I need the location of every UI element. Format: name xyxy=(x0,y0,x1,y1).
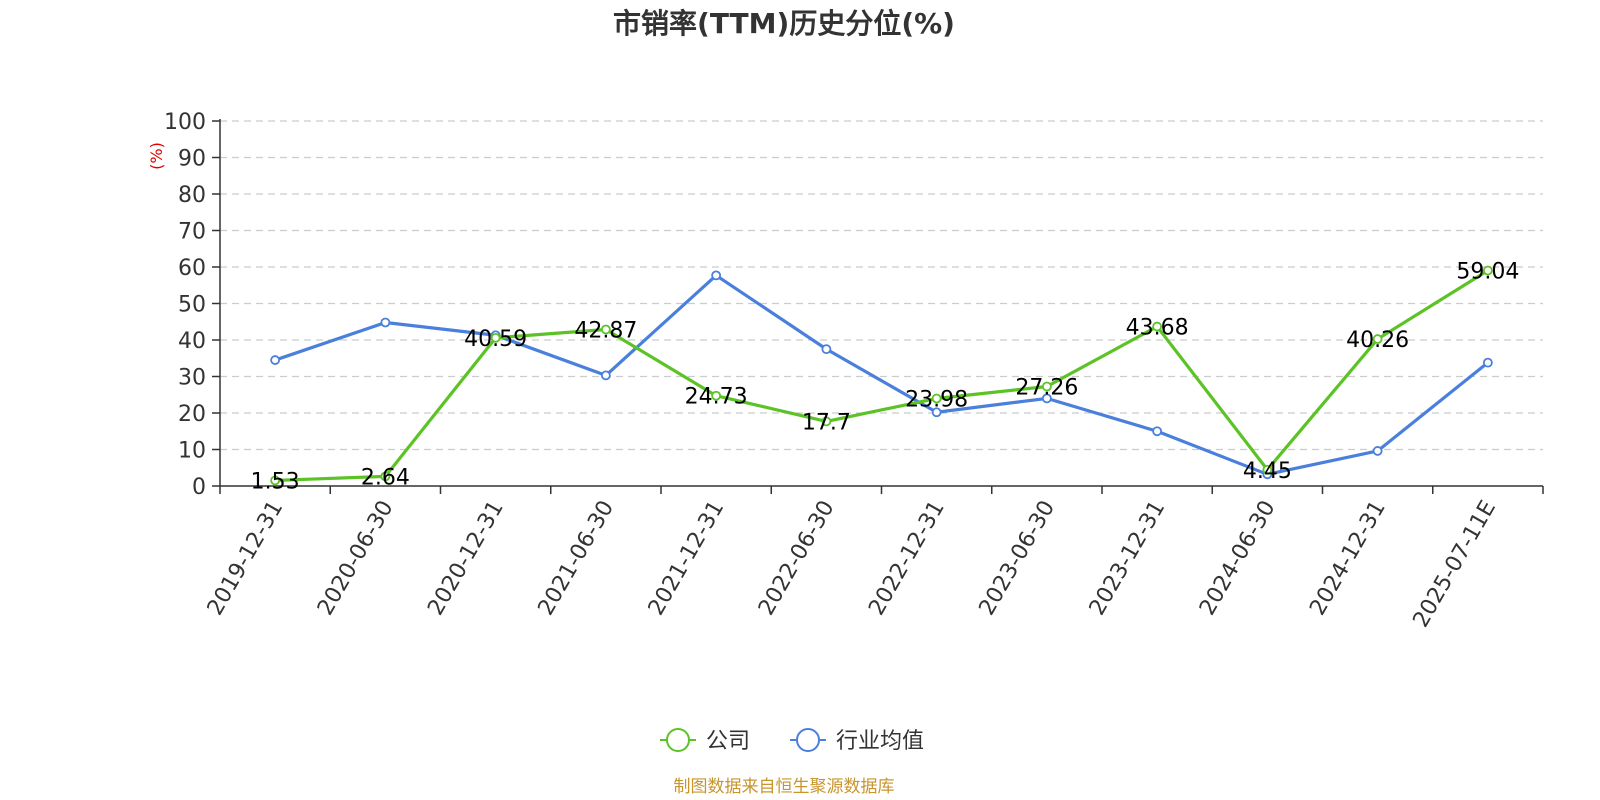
legend-marker-0 xyxy=(666,728,690,752)
grid-lines xyxy=(220,120,1543,451)
x-tick-label: 2020-12-31 xyxy=(423,497,509,620)
data-point xyxy=(270,355,281,365)
data-label: 4.45 xyxy=(1243,459,1292,484)
legend-marker-1 xyxy=(796,728,820,752)
data-point xyxy=(1152,426,1163,437)
data-point xyxy=(711,270,722,281)
data-label: 42.87 xyxy=(574,319,637,344)
legend-label-1: 行业均值 xyxy=(836,729,924,754)
y-tick-label: 30 xyxy=(178,366,206,391)
data-point xyxy=(490,332,501,343)
data-point xyxy=(1482,265,1493,276)
data-label: 2.64 xyxy=(361,465,410,490)
data-point xyxy=(931,393,942,404)
data-point xyxy=(600,370,611,381)
data-point xyxy=(600,324,611,335)
data-point xyxy=(1041,393,1052,404)
data-label: 27.26 xyxy=(1015,376,1078,401)
axes xyxy=(212,119,1544,494)
data-point xyxy=(931,407,942,418)
data-label: 17.7 xyxy=(802,410,851,435)
y-tick-label: 10 xyxy=(178,439,206,464)
data-point xyxy=(711,390,722,401)
data-label: 43.68 xyxy=(1126,316,1189,341)
y-tick-labels: 0 10 20 30 40 50 60 70 80 90 100 xyxy=(164,110,206,500)
x-tick-label: 2020-06-30 xyxy=(313,497,399,620)
y-tick-label: 100 xyxy=(164,110,206,135)
data-point xyxy=(1152,321,1163,332)
y-tick-label: 70 xyxy=(178,220,206,245)
series-layer xyxy=(270,265,1493,486)
y-axis-label: (%) xyxy=(147,142,166,170)
data-point xyxy=(1372,334,1383,344)
x-tick-label: 2025-07-11E xyxy=(1409,497,1502,632)
data-point xyxy=(380,471,391,482)
data-labels: 1.53 2.64 40.59 42.87 24.73 17.7 23.98 27.26 43.… xyxy=(251,260,1520,495)
data-point xyxy=(821,416,832,427)
data-point xyxy=(1041,381,1052,392)
x-tick-labels: 2019-12-31 2020-06-30 2020-12-31 2021-06-30… xyxy=(203,497,1501,632)
x-tick-label: 2023-06-30 xyxy=(974,497,1060,620)
source-note: 制图数据来自恒生聚源数据库 xyxy=(674,777,895,797)
data-point xyxy=(821,344,832,355)
x-tick-label: 2019-12-31 xyxy=(203,497,289,620)
y-tick-label: 40 xyxy=(178,329,206,354)
x-tick-label: 2024-12-31 xyxy=(1305,497,1391,620)
legend: 公司 行业均值 xyxy=(660,728,924,754)
data-label: 40.26 xyxy=(1346,328,1409,353)
y-tick-label: 0 xyxy=(192,475,206,500)
data-label: 40.59 xyxy=(464,327,527,352)
x-tick-label: 2021-12-31 xyxy=(644,497,730,620)
y-tick-label: 60 xyxy=(178,256,206,281)
x-tick-label: 2021-06-30 xyxy=(533,497,619,620)
series-line-1 xyxy=(274,273,1489,476)
data-label: 59.04 xyxy=(1456,260,1519,285)
data-label: 24.73 xyxy=(685,385,748,410)
data-point xyxy=(270,475,281,486)
x-tick-label: 2022-12-31 xyxy=(864,497,950,620)
y-tick-label: 50 xyxy=(178,293,206,318)
x-tick-label: 2022-06-30 xyxy=(754,497,840,620)
data-point xyxy=(380,317,391,328)
data-point xyxy=(1372,446,1383,456)
data-label: 1.53 xyxy=(251,469,300,494)
y-tick-label: 90 xyxy=(178,147,206,172)
x-tick-label: 2023-12-31 xyxy=(1085,497,1171,620)
y-tick-label: 80 xyxy=(178,183,206,208)
legend-label-0: 公司 xyxy=(706,729,750,754)
data-point xyxy=(1482,357,1493,368)
x-tick-label: 2024-06-30 xyxy=(1195,497,1281,620)
chart-title: 市销率(TTM)历史分位(%) xyxy=(613,7,955,40)
y-tick-label: 20 xyxy=(178,402,206,427)
series-line-0 xyxy=(275,269,1489,483)
data-point xyxy=(1262,464,1273,475)
data-label: 23.98 xyxy=(905,387,968,412)
